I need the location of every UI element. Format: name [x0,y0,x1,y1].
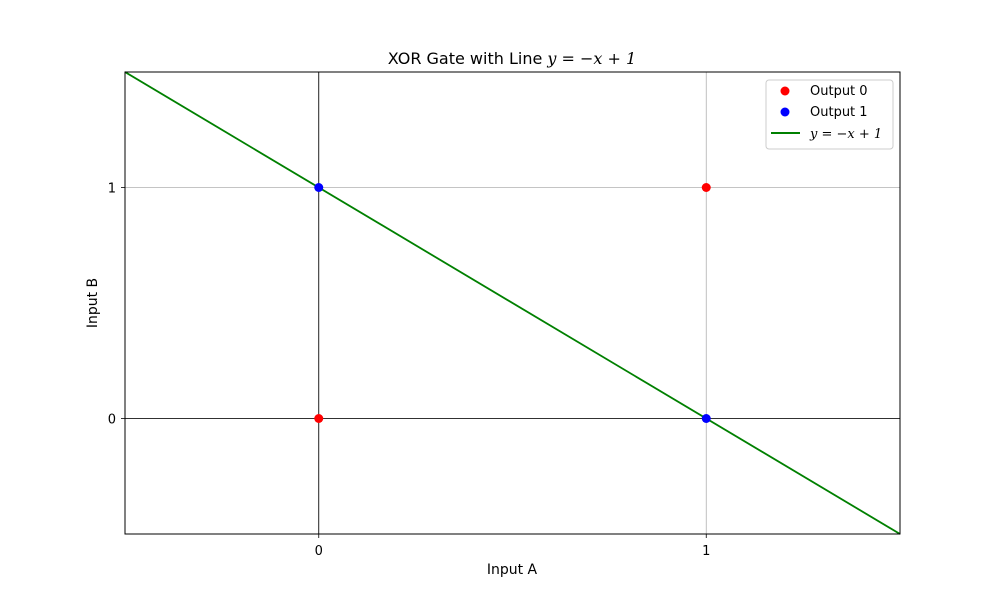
legend-marker-output-1 [780,107,790,117]
reference-lines [125,72,900,534]
scatter-point-output-0 [701,183,711,192]
chart-title: XOR Gate with Line y = −x + 1 [388,49,636,68]
scatter-point-output-1 [701,414,711,423]
legend-box [765,79,894,150]
x-tick-label: 0 [315,544,323,559]
plot-frame [124,71,901,535]
x-axis-label: Input A [487,562,538,578]
axis-ticks: 0 1 0 1 [108,182,711,560]
legend-label-output-1: Output 1 [810,105,868,120]
legend-marker-output-0 [780,86,790,96]
scatter-point-output-0 [314,414,324,423]
y-tick-label: 1 [108,182,116,197]
series-line [124,71,901,535]
y-tick-label: 0 [108,413,116,428]
data-marks [124,71,901,535]
legend: Output 0 Output 1 y = −x + 1 [765,79,894,150]
x-tick-label: 1 [702,544,710,559]
legend-label-output-0: Output 0 [810,84,868,99]
legend-label-line: y = −x + 1 [809,127,882,142]
scatter-point-output-1 [314,183,324,192]
y-axis-label: Input B [85,278,101,328]
